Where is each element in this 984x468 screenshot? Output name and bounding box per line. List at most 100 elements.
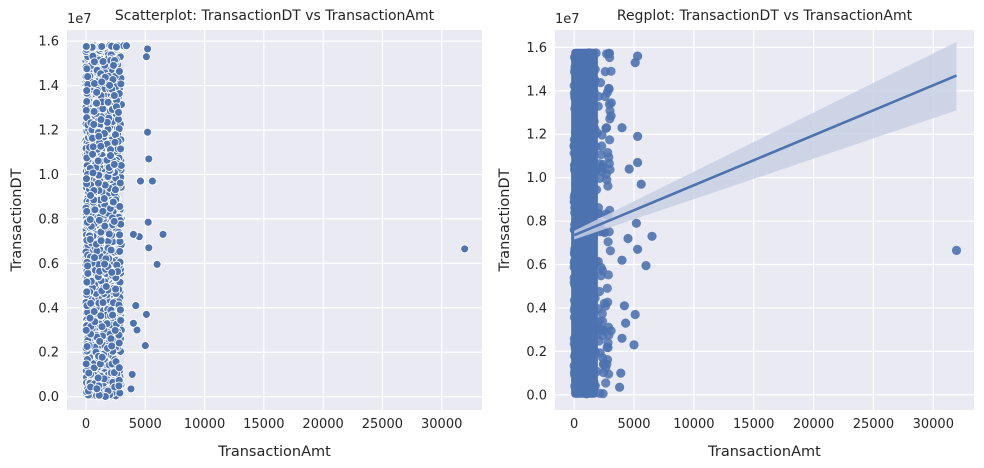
scatterplot-ticks: 0 5000 10000 15000 20000 25000 30000 0.0 0.2 0.4 0… — [38, 35, 462, 432]
scatterplot-dense-point — [85, 313, 95, 323]
scatterplot-dense-point — [114, 338, 124, 348]
regplot-dense-point — [569, 81, 579, 91]
scatterplot-dense-point — [88, 142, 98, 152]
regplot-point — [951, 245, 962, 255]
regplot-dense-point — [570, 370, 580, 381]
scatterplot-point — [141, 52, 151, 62]
regplot-x-tick-label: 5000 — [617, 417, 650, 432]
scatterplot-dense-point — [82, 64, 92, 74]
regplot-dense-point — [606, 66, 616, 76]
scatterplot-dense-point — [89, 307, 99, 316]
regplot-point — [633, 51, 643, 61]
regplot-dense-point — [575, 213, 586, 223]
regplot-dense-point — [595, 173, 605, 183]
scatterplot-dense-point — [94, 215, 104, 225]
regplot-point — [617, 255, 627, 265]
scatterplot-dense-point — [93, 373, 103, 383]
regplot-dense-point — [604, 227, 614, 237]
scatterplot-y-tick-label: 1.0 — [38, 168, 59, 183]
scatterplot-dense-point — [111, 42, 121, 52]
scatterplot-x-tick-label: 20000 — [302, 417, 343, 432]
scatterplot-dense-point — [92, 87, 102, 97]
scatterplot-dense-point — [81, 325, 91, 335]
scatterplot-dense-point — [100, 221, 110, 231]
regplot-point — [619, 301, 630, 311]
regplot-point — [641, 261, 651, 271]
scatterplot-dense-point — [90, 253, 99, 263]
regplot-point — [623, 233, 633, 244]
regplot-dense-point — [572, 107, 582, 117]
scatterplot-point — [143, 44, 153, 54]
scatterplot-y-tick-label: 0.6 — [38, 257, 59, 272]
regplot-dense-point — [569, 140, 579, 151]
scatterplot-dense-point — [88, 149, 98, 159]
scatterplot-dense-point — [95, 336, 105, 346]
regplot-dense-point — [574, 194, 584, 204]
scatterplot-dense-point — [85, 215, 95, 224]
scatterplot-x-tick-label: 15000 — [243, 417, 284, 432]
scatterplot-dense-point — [82, 206, 92, 216]
scatterplot-point — [141, 309, 151, 319]
scatterplot-dense-point — [96, 311, 106, 321]
scatterplot-dense-point — [109, 91, 119, 100]
scatterplot-dense-point — [88, 168, 98, 178]
scatterplot-dense-point — [100, 259, 110, 269]
scatterplot-dense-point — [115, 305, 125, 315]
scatterplot-dense-point — [83, 268, 93, 278]
scatterplot-dense-point — [81, 105, 91, 115]
regplot-dense-point — [605, 135, 615, 145]
regplot-y-tick-label: 1.0 — [526, 171, 547, 186]
regplot-panel: 0 5000 10000 15000 20000 25000 30000 0.0 0.2 0.4 0… — [497, 8, 974, 460]
regplot-x-tick-label: 20000 — [793, 417, 834, 432]
regplot-dense-point — [587, 366, 597, 376]
scatterplot-dense-point — [96, 236, 106, 246]
regplot-dense-point — [572, 387, 582, 397]
scatterplot-dense-point — [97, 42, 107, 51]
scatterplot-x-tick-label: 25000 — [362, 417, 403, 432]
scatterplot-dense-point — [109, 216, 119, 226]
scatterplot-dense-point — [81, 42, 91, 51]
regplot-dense-point — [581, 165, 591, 175]
regplot-point — [647, 231, 657, 241]
regplot-dense-point — [601, 123, 611, 133]
scatterplot-dense-point — [89, 107, 99, 116]
regplot-dense-point — [605, 246, 616, 256]
scatterplot-dense-point — [110, 137, 120, 147]
regplot-dense-point — [602, 87, 612, 98]
scatterplot-dense-point — [110, 325, 120, 335]
scatterplot-dense-point — [108, 197, 118, 207]
scatterplot-y-axis-label: TransactionDT — [9, 168, 25, 272]
regplot-dense-point — [574, 309, 584, 319]
regplot-dense-point — [599, 298, 610, 308]
regplot-dense-point — [602, 355, 613, 365]
regplot-y-tick-label: 0.4 — [526, 301, 547, 316]
scatterplot-dense-point — [105, 80, 115, 90]
scatterplot-dense-point — [92, 98, 101, 108]
regplot-y-tick-label: 0.0 — [526, 388, 547, 403]
scatterplot-point — [140, 341, 150, 351]
scatterplot-axes-background — [67, 30, 482, 410]
regplot-dense-point — [574, 70, 585, 80]
scatterplot-dense-point — [116, 144, 126, 154]
regplot-dense-point — [586, 106, 596, 116]
regplot-dense-point — [595, 388, 605, 398]
regplot-point — [630, 309, 640, 320]
regplot-dense-point — [570, 220, 580, 230]
regplot-dense-point — [569, 247, 580, 257]
regplot-dense-point — [587, 173, 597, 183]
regplot-dense-point — [584, 247, 594, 257]
regplot-dense-point — [590, 75, 600, 85]
regplot-dense-point — [587, 138, 598, 148]
regplot-point — [617, 123, 627, 133]
regplot-dense-point — [582, 273, 592, 283]
regplot-dense-point — [583, 65, 593, 76]
regplot-point — [629, 340, 639, 350]
regplot-dense-point — [591, 256, 601, 266]
scatterplot-point — [144, 154, 154, 164]
regplot-dense-point — [580, 239, 590, 249]
scatterplot-dense-point — [109, 60, 118, 70]
scatterplot-dense-point — [99, 194, 109, 204]
scatterplot-dense-point — [93, 156, 103, 166]
scatterplot-dense-point — [115, 202, 125, 211]
regplot-y-tick-label: 0.8 — [526, 215, 547, 230]
